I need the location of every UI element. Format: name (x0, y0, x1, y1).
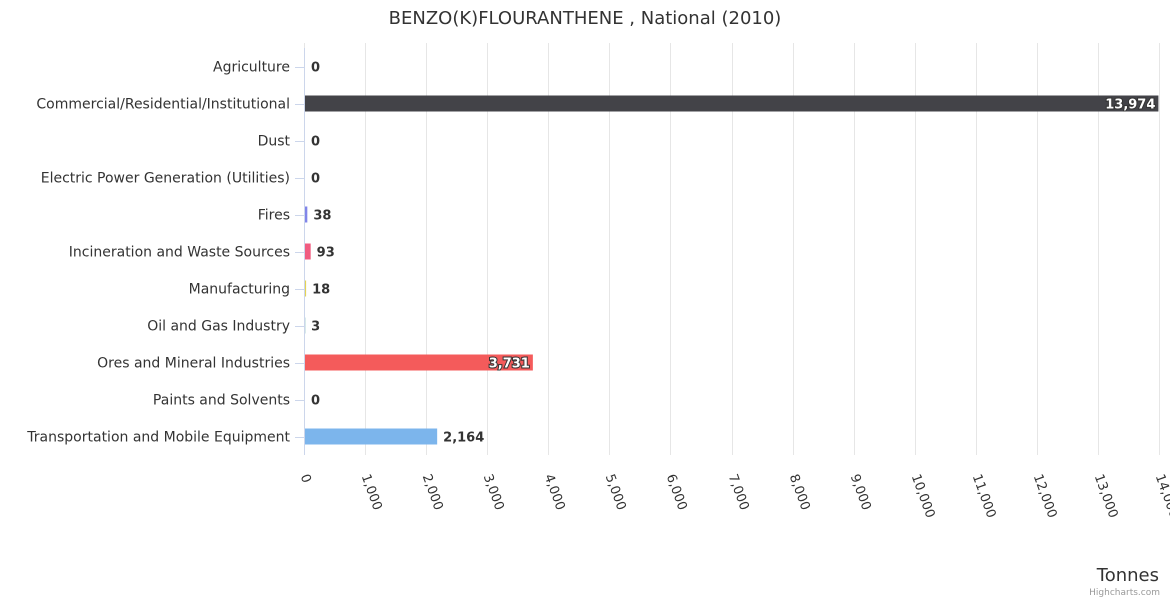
gridlines (295, 43, 1160, 455)
x-tick-label: 13,000 (1091, 472, 1121, 520)
category-label: Paints and Solvents (153, 393, 290, 409)
bar[interactable] (305, 428, 438, 445)
bar[interactable] (305, 206, 308, 223)
x-tick-label: 1,000 (358, 472, 385, 512)
x-tick-label: 2,000 (419, 472, 446, 512)
x-tick-label: 4,000 (541, 472, 568, 512)
data-label: 3 (311, 320, 320, 335)
category-label: Ores and Mineral Industries (97, 356, 290, 372)
category-label: Incineration and Waste Sources (69, 245, 290, 261)
x-axis-ticks: 0 1,000 2,000 3,000 4,000 5,000 6,000 7,000 8,00… (297, 472, 1170, 520)
x-tick-label: 0 (297, 472, 314, 485)
category-label: Oil and Gas Industry (147, 319, 290, 335)
bar[interactable] (305, 354, 533, 371)
category-label: Transportation and Mobile Equipment (26, 430, 290, 446)
data-labels: 0 13,974 0 0 38 93 18 3 3,731 0 2,164 (311, 61, 1156, 446)
x-tick-label: 5,000 (602, 472, 629, 512)
x-tick-label: 9,000 (847, 472, 874, 512)
x-tick-label: 14,000 (1152, 472, 1170, 520)
data-label: 0 (311, 394, 320, 409)
category-label: Commercial/Residential/Institutional (36, 97, 290, 113)
x-tick-label: 6,000 (663, 472, 690, 512)
data-label: 2,164 (443, 431, 484, 446)
data-label: 93 (317, 246, 335, 261)
x-tick-label: 3,000 (480, 472, 507, 512)
bar[interactable] (305, 280, 307, 297)
x-tick-label: 12,000 (1030, 472, 1060, 520)
data-label: 13,974 (1105, 98, 1155, 113)
data-label: 38 (313, 209, 331, 224)
x-tick-label: 10,000 (908, 472, 938, 520)
category-labels: Agriculture Commercial/Residential/Instit… (26, 60, 290, 446)
category-label: Agriculture (213, 60, 290, 76)
category-label: Dust (258, 134, 291, 150)
category-label: Fires (258, 208, 290, 224)
bars (305, 95, 1159, 445)
data-label: 0 (311, 172, 320, 187)
x-tick-label: 7,000 (725, 472, 752, 512)
data-label: 0 (311, 61, 320, 76)
category-label: Electric Power Generation (Utilities) (41, 171, 290, 187)
bar[interactable] (305, 95, 1159, 112)
chart-title: BENZO(K)FLOURANTHENE , National (2010) (389, 8, 782, 29)
category-label: Manufacturing (189, 282, 290, 298)
x-tick-label: 8,000 (786, 472, 813, 512)
bar[interactable] (305, 243, 311, 260)
data-label: 18 (312, 283, 330, 298)
x-tick-label: 11,000 (969, 472, 999, 520)
data-label: 0 (311, 135, 320, 150)
data-label: 3,731 (489, 357, 530, 372)
credits-link[interactable]: Highcharts.com (1089, 588, 1160, 598)
x-axis-title: Tonnes (1096, 565, 1159, 586)
